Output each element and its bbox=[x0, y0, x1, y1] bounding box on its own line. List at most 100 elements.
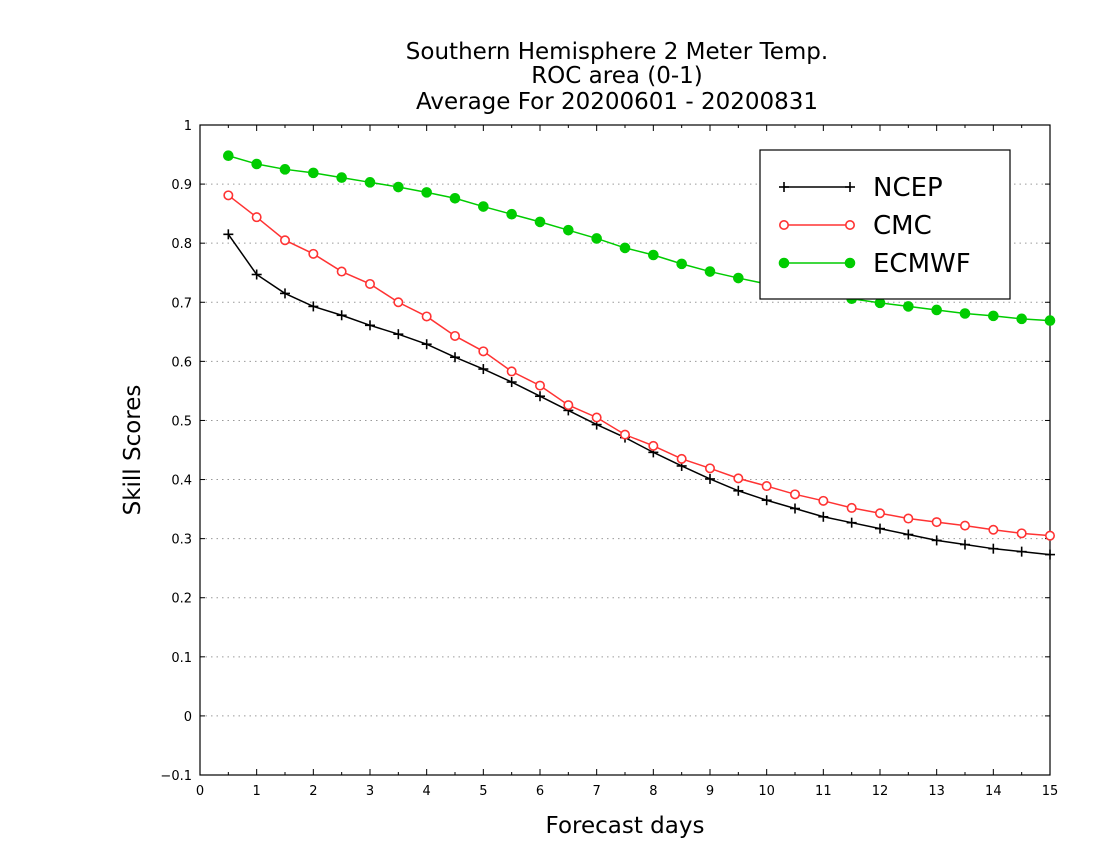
data-point-cmc bbox=[478, 346, 489, 357]
data-point-ecmwf bbox=[506, 208, 517, 220]
chart-title: Southern Hemisphere 2 Meter Temp. ROC ar… bbox=[406, 39, 828, 115]
x-tick-label: 5 bbox=[479, 784, 487, 799]
x-tick-label: 9 bbox=[706, 784, 714, 799]
y-tick-label: 0.2 bbox=[171, 592, 192, 607]
gridlines bbox=[200, 183, 1050, 717]
legend-marker bbox=[844, 220, 855, 231]
y-tick-label: 0.7 bbox=[171, 296, 192, 311]
data-point-ecmwf bbox=[364, 177, 376, 188]
legend-entry-cmc: CMC bbox=[778, 211, 932, 241]
data-point-cmc bbox=[874, 508, 885, 519]
data-point-ecmwf bbox=[251, 158, 262, 170]
legend-entry-ncep: NCEP bbox=[779, 173, 943, 203]
data-point-cmc bbox=[506, 366, 517, 377]
title-line-1: Southern Hemisphere 2 Meter Temp. bbox=[406, 39, 828, 65]
y-tick-label: 0.6 bbox=[171, 355, 192, 370]
series-line-ncep bbox=[227, 233, 1051, 556]
x-tick-label: 11 bbox=[815, 784, 832, 799]
data-point-ecmwf bbox=[534, 216, 546, 228]
x-axis-label: Forecast days bbox=[546, 813, 705, 839]
data-point-ecmwf bbox=[223, 150, 234, 162]
data-point-ncep bbox=[251, 269, 262, 280]
x-tick-label: 2 bbox=[309, 784, 317, 799]
legend-marker bbox=[779, 182, 789, 192]
data-point-cmc bbox=[364, 278, 375, 289]
legend-label: ECMWF bbox=[873, 249, 971, 279]
data-point-ecmwf bbox=[591, 233, 602, 244]
data-point-cmc bbox=[818, 495, 829, 506]
data-point-cmc bbox=[449, 330, 460, 341]
axis-ticks: −0.100.10.20.30.40.50.60.70.80.910 1 2 3 4 5 6… bbox=[160, 119, 1058, 799]
x-tick-label: 4 bbox=[423, 784, 431, 799]
data-point-ecmwf bbox=[704, 266, 716, 277]
data-point-ncep bbox=[450, 352, 460, 363]
data-point-ecmwf bbox=[478, 201, 489, 212]
series-ncep bbox=[223, 229, 1055, 560]
data-point-ecmwf bbox=[1016, 313, 1027, 325]
x-tick-label: 13 bbox=[928, 784, 945, 799]
y-tick-label: −0.1 bbox=[160, 769, 192, 784]
data-point-ncep bbox=[733, 485, 744, 496]
data-point-ncep bbox=[421, 339, 432, 350]
series-cmc bbox=[223, 190, 1056, 541]
data-point-cmc bbox=[789, 489, 800, 500]
x-tick-label: 7 bbox=[593, 784, 601, 799]
data-point-ecmwf bbox=[988, 310, 999, 322]
data-point-ecmwf bbox=[563, 224, 574, 236]
data-point-ncep bbox=[280, 288, 290, 299]
data-point-ncep bbox=[535, 391, 545, 402]
y-tick-label: 0.9 bbox=[171, 178, 192, 193]
data-point-ncep bbox=[393, 329, 404, 340]
data-point-cmc bbox=[223, 190, 234, 201]
data-point-cmc bbox=[279, 235, 290, 246]
data-point-cmc bbox=[733, 473, 744, 484]
data-point-ncep bbox=[931, 535, 942, 546]
data-point-cmc bbox=[846, 502, 857, 513]
data-point-cmc bbox=[1045, 530, 1056, 541]
data-point-cmc bbox=[336, 266, 347, 277]
legend-marker bbox=[845, 182, 855, 192]
y-tick-label: 0.8 bbox=[171, 237, 192, 252]
legend-marker bbox=[844, 257, 856, 269]
data-point-cmc bbox=[591, 412, 602, 423]
data-point-ecmwf bbox=[393, 181, 404, 193]
y-tick-label: 0.5 bbox=[171, 414, 192, 429]
data-point-ncep bbox=[478, 364, 489, 375]
data-point-ncep bbox=[1045, 549, 1055, 560]
data-point-ncep bbox=[875, 523, 885, 534]
data-point-ncep bbox=[365, 320, 375, 331]
x-tick-label: 8 bbox=[649, 784, 657, 799]
data-point-cmc bbox=[648, 440, 659, 451]
data-point-cmc bbox=[676, 453, 687, 464]
x-tick-label: 0 bbox=[196, 784, 204, 799]
data-point-ecmwf bbox=[336, 172, 347, 183]
data-point-cmc bbox=[903, 513, 914, 524]
data-point-ncep bbox=[506, 377, 517, 388]
y-tick-label: 0.3 bbox=[171, 533, 192, 548]
legend: NCEP CMC ECMWF bbox=[759, 149, 1011, 300]
x-tick-label: 14 bbox=[985, 784, 1002, 799]
data-point-ncep bbox=[761, 495, 772, 506]
data-point-ecmwf bbox=[619, 242, 631, 254]
data-point-cmc bbox=[704, 463, 715, 474]
data-point-ncep bbox=[818, 511, 829, 522]
data-point-ncep bbox=[223, 229, 234, 240]
legend-label: CMC bbox=[873, 211, 932, 241]
data-point-ncep bbox=[336, 310, 347, 321]
title-line-2: ROC area (0-1) bbox=[531, 63, 703, 89]
data-point-cmc bbox=[563, 400, 574, 411]
x-tick-label: 1 bbox=[253, 784, 261, 799]
data-series bbox=[223, 150, 1056, 560]
data-point-ecmwf bbox=[676, 258, 687, 270]
data-point-ecmwf bbox=[931, 304, 942, 316]
title-line-3: Average For 20200601 - 20200831 bbox=[416, 89, 818, 115]
data-point-ecmwf bbox=[1044, 315, 1056, 326]
data-point-cmc bbox=[393, 297, 404, 308]
data-point-cmc bbox=[959, 520, 970, 531]
data-point-ecmwf bbox=[733, 272, 744, 284]
y-tick-label: 0.1 bbox=[171, 651, 192, 666]
legend-marker bbox=[778, 220, 789, 231]
x-tick-label: 10 bbox=[758, 784, 775, 799]
data-point-ncep bbox=[846, 517, 857, 528]
